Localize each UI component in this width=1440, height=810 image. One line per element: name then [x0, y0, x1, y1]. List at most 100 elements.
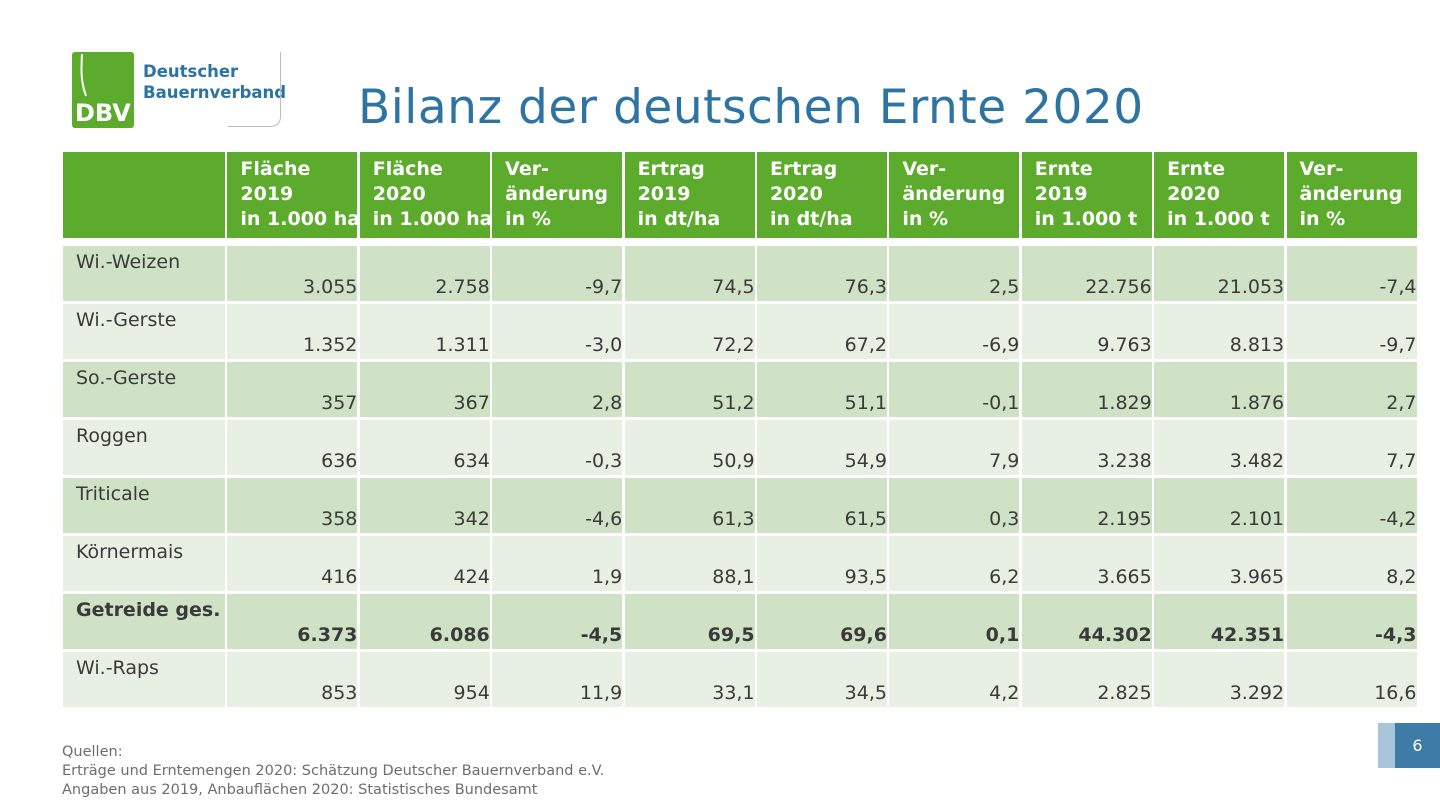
table-cell: 1.352 — [227, 304, 358, 359]
table-cell: 367 — [359, 362, 490, 417]
logo-name-line1: Deutscher — [143, 62, 239, 81]
sources-line-1: Erträge und Erntemengen 2020: Schätzung … — [62, 763, 605, 779]
table-cell: 54,9 — [756, 420, 887, 475]
table-cell: 954 — [359, 652, 490, 707]
table-cell: 2.101 — [1154, 478, 1285, 533]
table-cell: 4,2 — [889, 652, 1020, 707]
table-cell: 21.053 — [1154, 246, 1285, 301]
table-cell: 67,2 — [756, 304, 887, 359]
header-line: in 1.000 t — [1034, 208, 1138, 230]
table-cell: 1.829 — [1021, 362, 1152, 417]
table-cell: 0,1 — [889, 594, 1020, 649]
header-line: in dt/ha — [769, 208, 853, 230]
header-line: Fläche — [240, 158, 311, 180]
header-line: änderung — [1299, 183, 1403, 205]
header-cell: Ver-änderung in % — [889, 152, 1020, 238]
header-cell: Ernte 2019 in 1.000 t — [1021, 152, 1152, 238]
table-cell: 44.302 — [1021, 594, 1152, 649]
table-cell: 11,9 — [492, 652, 623, 707]
sources-line-2: Angaben aus 2019, Anbauflächen 2020: Sta… — [62, 782, 538, 798]
table-cell: 88,1 — [624, 536, 755, 591]
table-cell: 2.825 — [1021, 652, 1152, 707]
table-cell: -0,3 — [492, 420, 623, 475]
header-line: in 1.000 t — [1167, 208, 1270, 230]
table-cell: 22.756 — [1021, 246, 1152, 301]
header-cell: Ertrag 2020 in dt/ha — [756, 152, 887, 238]
table-cell: -4,6 — [492, 478, 623, 533]
row-label: Getreide ges. — [63, 594, 225, 649]
header-line: Ernte — [1167, 158, 1225, 180]
logo-bracket — [228, 52, 281, 127]
page-title: Bilanz der deutschen Ernte 2020 — [358, 80, 1144, 135]
table-cell: 76,3 — [756, 246, 887, 301]
table-cell: 69,5 — [624, 594, 755, 649]
table-cell: -9,7 — [1286, 304, 1417, 359]
table-cell: -7,4 — [1286, 246, 1417, 301]
table-cell: -4,2 — [1286, 478, 1417, 533]
table-cell: 33,1 — [624, 652, 755, 707]
table-cell: 51,2 — [624, 362, 755, 417]
table-cell: 636 — [227, 420, 358, 475]
logo-name-line2: Bauernverband — [143, 83, 287, 102]
table-cell: 3.238 — [1021, 420, 1152, 475]
table-cell: 61,5 — [756, 478, 887, 533]
header-line: in dt/ha — [637, 208, 721, 230]
table-cell: -0,1 — [889, 362, 1020, 417]
row-label: Wi.-Weizen — [63, 246, 225, 301]
table-cell: 8,2 — [1286, 536, 1417, 591]
table-cell: 424 — [359, 536, 490, 591]
header-cell: Ernte 2020 in 1.000 t — [1154, 152, 1285, 238]
sources-note: Quellen: Erträge und Erntemengen 2020: S… — [62, 743, 604, 800]
header-line: in 1.000 ha — [372, 208, 490, 230]
page-number-accent — [1378, 723, 1395, 768]
header-line: 2020 — [1167, 183, 1221, 205]
table-cell: 853 — [227, 652, 358, 707]
table-cell: 6.086 — [359, 594, 490, 649]
table-cell: 342 — [359, 478, 490, 533]
header-cell-blank — [63, 152, 225, 238]
table-cell: 2,8 — [492, 362, 623, 417]
table-cell: 358 — [227, 478, 358, 533]
table-cell: 34,5 — [756, 652, 887, 707]
header-cell: Fläche 2020 in 1.000 ha — [359, 152, 490, 238]
row-label: Körnermais — [63, 536, 225, 591]
table-cell: 69,6 — [756, 594, 887, 649]
table-cell: 93,5 — [756, 536, 887, 591]
table-cell: 3.292 — [1154, 652, 1285, 707]
table-cell: 2,5 — [889, 246, 1020, 301]
table-cell: 7,9 — [889, 420, 1020, 475]
header-line: Fläche — [372, 158, 443, 180]
table-cell: 3.055 — [227, 246, 358, 301]
header-cell: Ver-änderung in % — [1286, 152, 1417, 238]
header-cell: Ver-änderung in % — [492, 152, 623, 238]
row-label: Wi.-Gerste — [63, 304, 225, 359]
header-line: in % — [1299, 208, 1346, 230]
logo-mark: DBV — [72, 52, 134, 128]
table-cell: 74,5 — [624, 246, 755, 301]
header-cell: Ertrag 2019 in dt/ha — [624, 152, 755, 238]
header-divider — [63, 241, 1417, 243]
row-label: Wi.-Raps — [63, 652, 225, 707]
table-cell: 8.813 — [1154, 304, 1285, 359]
header-line: Ertrag — [769, 158, 838, 180]
header-line: in 1.000 ha — [240, 208, 358, 230]
table-cell: 3.665 — [1021, 536, 1152, 591]
header-line: Ver- — [1299, 158, 1344, 180]
row-label: Triticale — [63, 478, 225, 533]
table-cell: -4,3 — [1286, 594, 1417, 649]
header-line: 2019 — [1034, 183, 1088, 205]
logo-name: Deutscher Bauernverband — [143, 61, 286, 103]
sources-heading: Quellen: — [62, 744, 123, 760]
table-cell: 6.373 — [227, 594, 358, 649]
harvest-table: Fläche 2019 in 1.000 ha Fläche 2020 in 1.000 … — [63, 152, 1417, 707]
table-cell: 16,6 — [1286, 652, 1417, 707]
header-line: Ver- — [902, 158, 947, 180]
logo-abbreviation: DBV — [75, 99, 131, 127]
header-line: 2020 — [769, 183, 823, 205]
header-line: in % — [505, 208, 551, 230]
table-cell: -3,0 — [492, 304, 623, 359]
table-cell: 50,9 — [624, 420, 755, 475]
header-line: Ernte — [1034, 158, 1093, 180]
table-cell: -6,9 — [889, 304, 1020, 359]
page-number: 6 — [1395, 723, 1440, 768]
